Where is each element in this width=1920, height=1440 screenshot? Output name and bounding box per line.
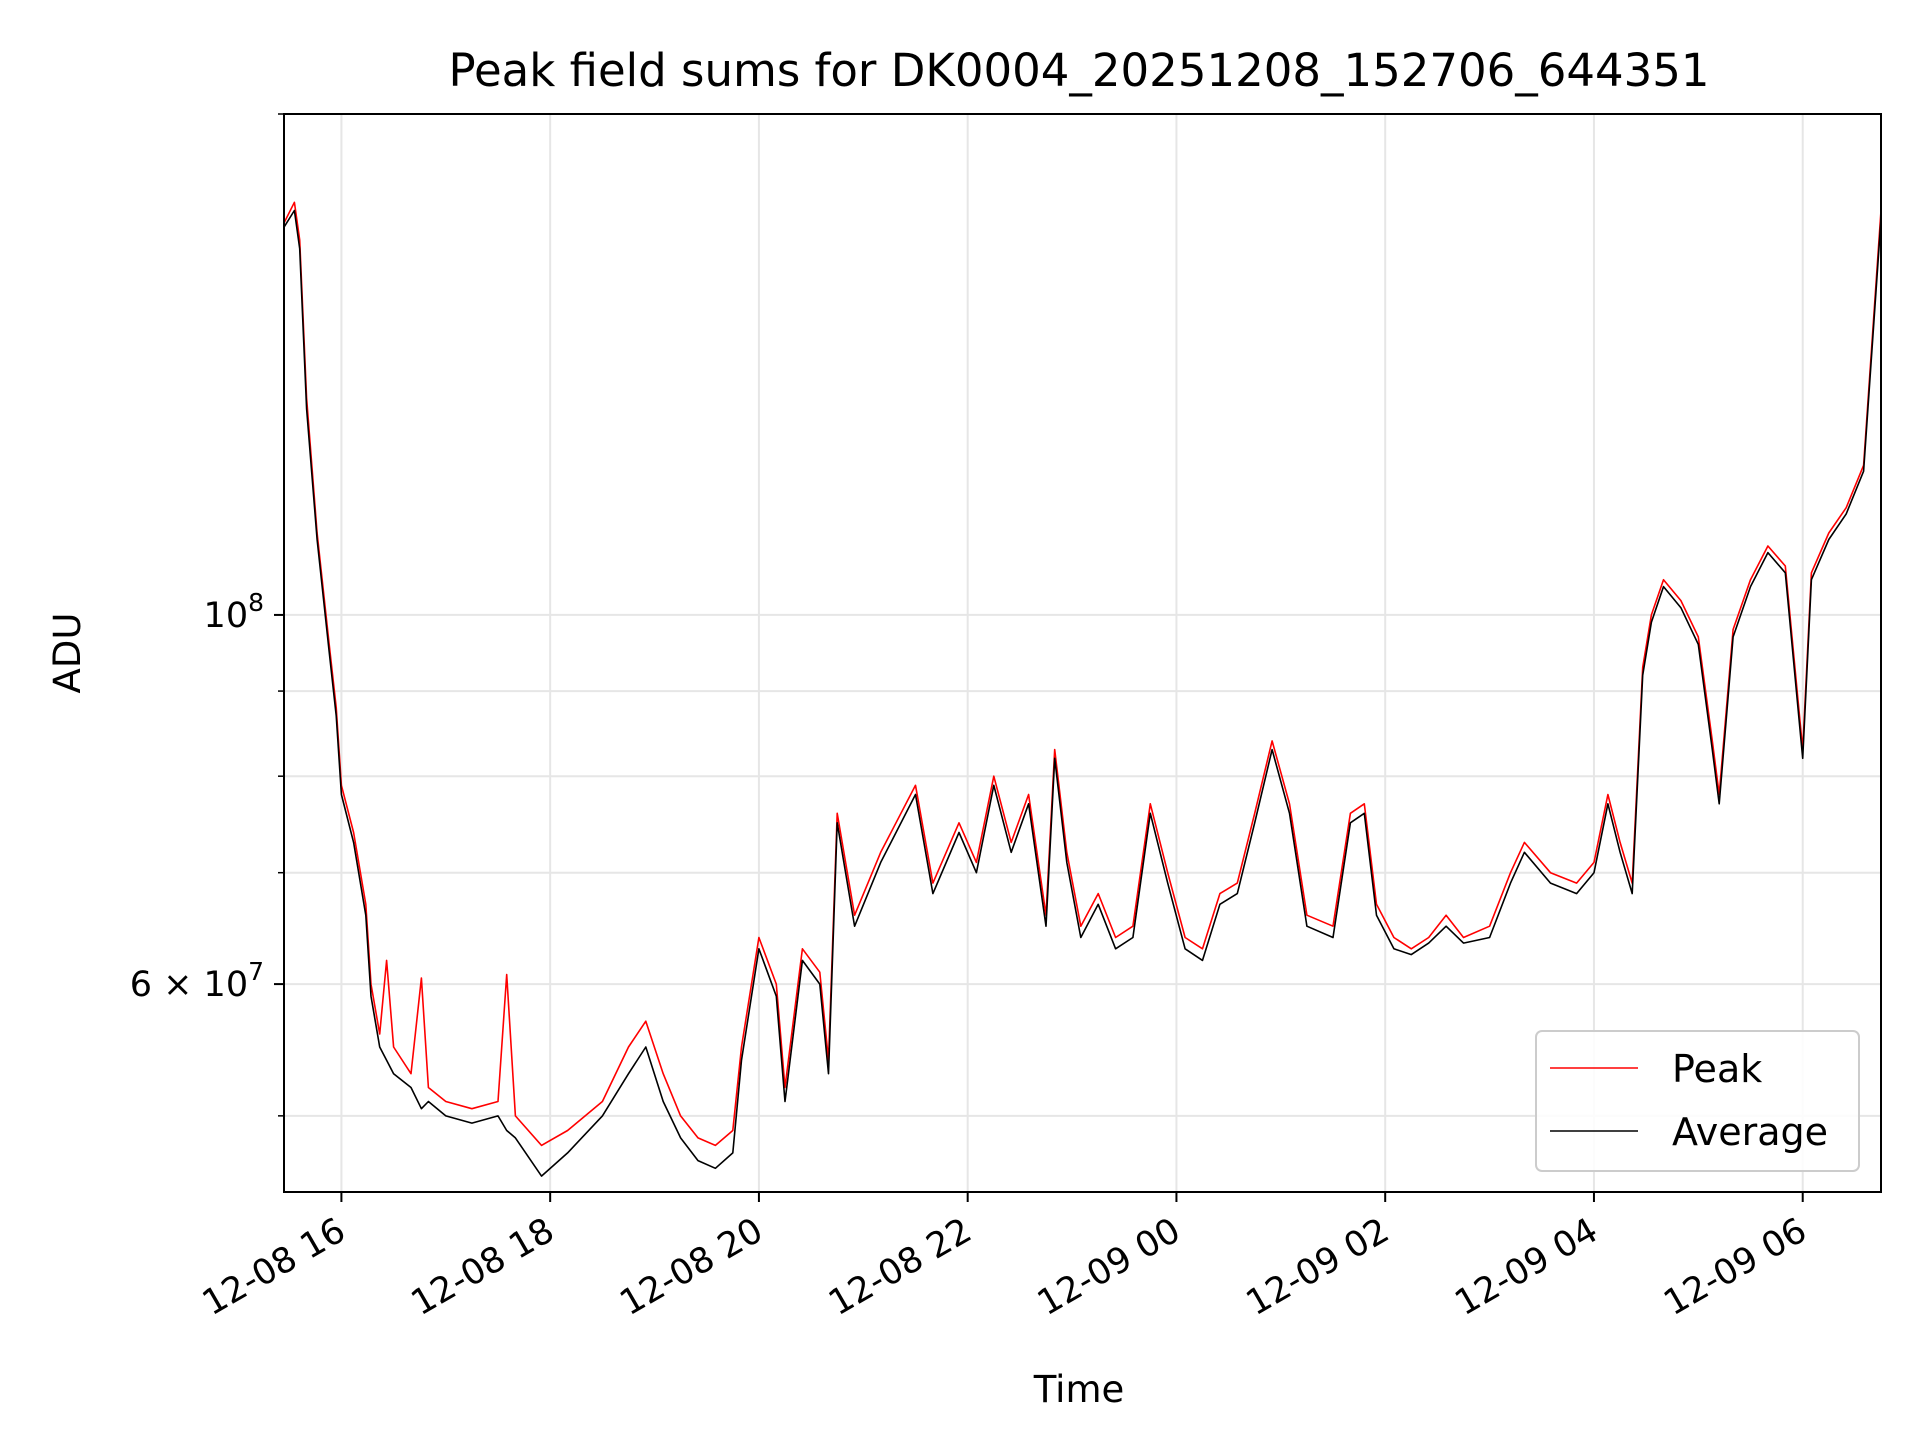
legend-label-peak: Peak (1672, 1047, 1762, 1091)
legend: Peak Average (1535, 1030, 1860, 1172)
y-tick-label: 6 × 107 (130, 957, 264, 1005)
chart-title: Peak field sums for DK0004_20251208_1527… (448, 44, 1709, 97)
y-axis-ticks: 6 × 107 108 (130, 113, 284, 1117)
plot-frame (283, 113, 1882, 1193)
legend-box (1535, 1030, 1860, 1172)
x-axis-label: Time (1033, 1368, 1125, 1411)
y-tick-label: 108 (204, 588, 264, 636)
y-axis-label: ADU (46, 613, 89, 694)
series-line-average (283, 209, 1882, 1177)
series-layer (283, 201, 1882, 1177)
legend-label-average: Average (1672, 1110, 1828, 1154)
